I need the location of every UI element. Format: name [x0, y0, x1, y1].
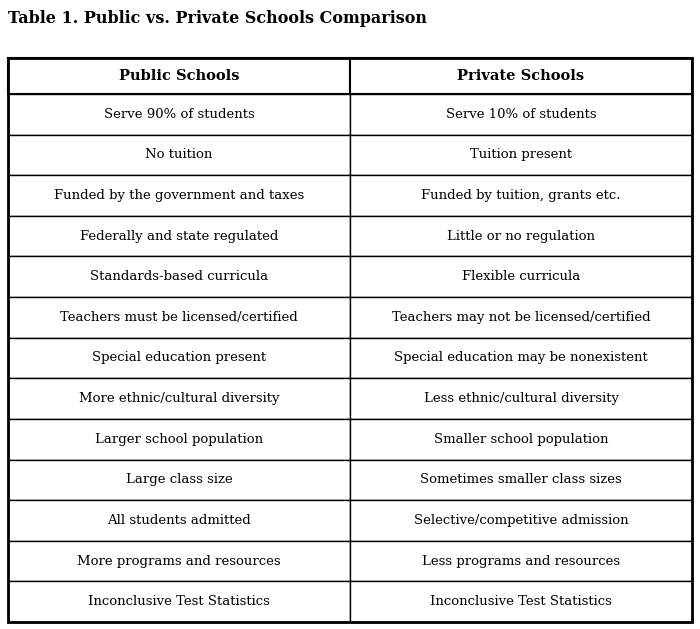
Bar: [350, 175, 692, 216]
Text: Funded by the government and taxes: Funded by the government and taxes: [54, 189, 304, 202]
Bar: [350, 297, 692, 338]
Text: Flexible curricula: Flexible curricula: [462, 270, 580, 283]
Text: More ethnic/cultural diversity: More ethnic/cultural diversity: [78, 392, 279, 405]
Bar: [350, 500, 692, 541]
Text: Special education may be nonexistent: Special education may be nonexistent: [394, 352, 648, 364]
Text: Private Schools: Private Schools: [457, 69, 584, 83]
Bar: [8, 58, 692, 622]
Text: Less programs and resources: Less programs and resources: [422, 555, 620, 567]
Bar: [8, 297, 350, 338]
Text: Standards-based curricula: Standards-based curricula: [90, 270, 268, 283]
Bar: [350, 58, 692, 94]
Text: Smaller school population: Smaller school population: [434, 433, 608, 446]
Text: Large class size: Large class size: [125, 474, 232, 486]
Text: Serve 90% of students: Serve 90% of students: [104, 108, 254, 121]
Text: All students admitted: All students admitted: [107, 514, 251, 527]
Bar: [350, 419, 692, 460]
Text: Funded by tuition, grants etc.: Funded by tuition, grants etc.: [421, 189, 621, 202]
Bar: [8, 378, 350, 419]
Bar: [350, 338, 692, 378]
Text: Federally and state regulated: Federally and state regulated: [80, 230, 278, 243]
Bar: [8, 460, 350, 500]
Text: Less ethnic/cultural diversity: Less ethnic/cultural diversity: [424, 392, 619, 405]
Bar: [350, 135, 692, 175]
Bar: [350, 581, 692, 622]
Bar: [8, 58, 350, 94]
Bar: [8, 500, 350, 541]
Text: More programs and resources: More programs and resources: [77, 555, 281, 567]
Bar: [350, 94, 692, 135]
Text: Larger school population: Larger school population: [95, 433, 263, 446]
Bar: [8, 541, 350, 581]
Text: Selective/competitive admission: Selective/competitive admission: [414, 514, 629, 527]
Text: Inconclusive Test Statistics: Inconclusive Test Statistics: [430, 595, 612, 608]
Text: Serve 10% of students: Serve 10% of students: [446, 108, 596, 121]
Text: Tuition present: Tuition present: [470, 148, 572, 162]
Text: No tuition: No tuition: [146, 148, 213, 162]
Bar: [350, 257, 692, 297]
Bar: [8, 135, 350, 175]
Text: Teachers may not be licensed/certified: Teachers may not be licensed/certified: [392, 311, 650, 324]
Bar: [8, 581, 350, 622]
Text: Sometimes smaller class sizes: Sometimes smaller class sizes: [420, 474, 622, 486]
Text: Little or no regulation: Little or no regulation: [447, 230, 595, 243]
Bar: [350, 460, 692, 500]
Text: Inconclusive Test Statistics: Inconclusive Test Statistics: [88, 595, 270, 608]
Bar: [8, 94, 350, 135]
Bar: [8, 175, 350, 216]
Text: Public Schools: Public Schools: [119, 69, 239, 83]
Bar: [8, 257, 350, 297]
Text: Teachers must be licensed/certified: Teachers must be licensed/certified: [60, 311, 298, 324]
Text: Special education present: Special education present: [92, 352, 266, 364]
Bar: [350, 541, 692, 581]
Bar: [8, 338, 350, 378]
Text: Table 1. Public vs. Private Schools Comparison: Table 1. Public vs. Private Schools Comp…: [8, 10, 427, 27]
Bar: [8, 419, 350, 460]
Bar: [350, 378, 692, 419]
Bar: [350, 216, 692, 257]
Bar: [8, 216, 350, 257]
